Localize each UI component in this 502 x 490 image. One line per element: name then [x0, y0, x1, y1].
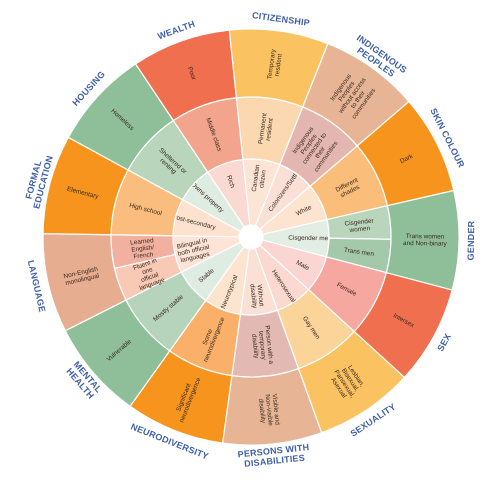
persons-with-disabilities-outer-label: Visible andNon-visibledisability [257, 393, 281, 427]
sex-category-label: SEX [435, 332, 453, 353]
citizenship-category-label: CITIZENSHIP [252, 10, 311, 28]
gender-inner-label: Cisgender men [288, 235, 332, 243]
citizenship-outer-label: Temporaryresident [266, 48, 284, 81]
wealth-outer-label: Poor [186, 66, 197, 82]
gender-outer-label: Trans womenand Non-binary [403, 233, 448, 248]
persons-with-disabilities-inner-label: Withoutdisability [248, 283, 265, 310]
gender-category-label: GENDER [466, 220, 477, 260]
wheel-sectors: Canadiancitizen Permanentresident Temporar… [42, 28, 460, 446]
gender-middle-label: Cisgenderwomen [344, 218, 375, 235]
citizenship-middle-label: Permanentresident [257, 112, 275, 145]
gender-middle2-label: Trans men [343, 247, 374, 258]
wealth-outer-segment [134, 29, 238, 122]
language-category-label: LANGUAGE [26, 259, 48, 313]
wheel-center [239, 225, 263, 249]
citizenship-inner-label: Canadiancitizen [251, 164, 269, 193]
persons-with-disabilities-middle-label: Person with atemporarydisability [249, 325, 274, 366]
language-middle2-label: LearnedEnglish/French [130, 237, 156, 260]
wealth-inner-label: Rich [225, 174, 236, 189]
persons-with-disabilities-category-label: PERSONS WITHDISABILITIES [237, 442, 311, 469]
